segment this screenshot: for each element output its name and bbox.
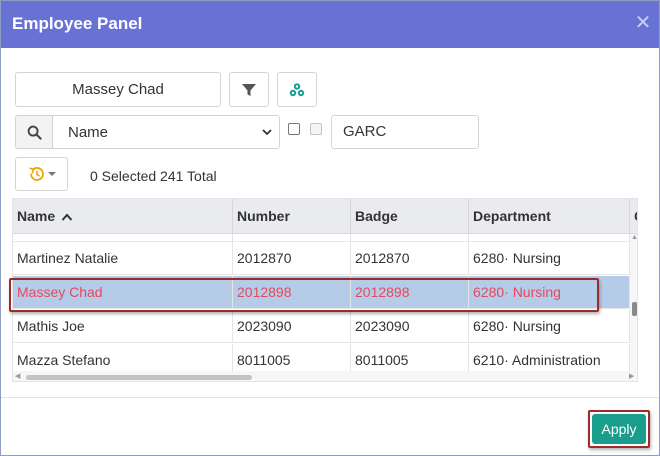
dialog-title: Employee Panel: [12, 14, 143, 33]
cell-number: 2012870: [233, 242, 351, 275]
cell-badge: 8011005: [351, 344, 469, 377]
search-input[interactable]: GARC: [331, 115, 479, 149]
column-header-name[interactable]: Name: [13, 199, 233, 234]
table-row[interactable]: Martinez Natalie 2012870 2012870 6280· N…: [13, 242, 637, 275]
org-chart-button[interactable]: [277, 72, 317, 107]
option-checkbox-1[interactable]: [288, 123, 300, 135]
grid-header: Name Number Badge Department C: [13, 199, 637, 234]
org-chart-icon: [289, 82, 305, 96]
caret-down-icon: [47, 172, 56, 176]
chevron-down-icon: [262, 129, 272, 136]
cell-name: Martinez Natalie: [13, 242, 233, 275]
employee-grid: Name Number Badge Department C Martinez …: [12, 198, 638, 382]
table-row[interactable]: Mazza Stefano 8011005 8011005 6210· Admi…: [13, 344, 637, 377]
search-icon: [27, 125, 42, 140]
selection-summary: 0 Selected 241 Total: [90, 168, 217, 184]
column-header-more[interactable]: C: [630, 199, 637, 234]
horizontal-scrollbar[interactable]: ◀ ▶: [13, 371, 637, 381]
cell-department: 6280· Nursing: [469, 242, 630, 275]
cell-department: [469, 234, 630, 242]
scroll-up-icon[interactable]: ▲: [631, 234, 638, 241]
apply-button[interactable]: Apply: [592, 414, 646, 444]
column-header-badge[interactable]: Badge: [351, 199, 469, 234]
search-field-select[interactable]: Name: [52, 115, 280, 149]
cell-department: 6280· Nursing: [469, 310, 630, 343]
search-button[interactable]: [15, 115, 53, 149]
cell-department: 6280· Nursing: [469, 276, 630, 309]
employee-name-field[interactable]: Massey Chad: [15, 72, 221, 107]
column-header-department[interactable]: Department: [469, 199, 630, 234]
footer-divider: [1, 397, 659, 398]
cell-badge: 2012898: [351, 276, 469, 309]
row-callout-highlight: [9, 278, 599, 312]
cell-name: Massey Chad: [13, 276, 233, 309]
cell-name: [13, 234, 233, 242]
option-checkbox-2[interactable]: [310, 123, 322, 135]
vertical-scrollbar[interactable]: ▲: [630, 234, 638, 372]
cell-number: [233, 234, 351, 242]
cell-name: Mazza Stefano: [13, 344, 233, 377]
column-header-label: Name: [17, 208, 56, 224]
history-dropdown-button[interactable]: [15, 157, 68, 191]
cell-number: 2023090: [233, 310, 351, 343]
cell-badge: [351, 234, 469, 242]
cell-department: 6210· Administration: [469, 344, 630, 377]
horizontal-scroll-thumb[interactable]: [26, 375, 252, 380]
table-row-selected[interactable]: Massey Chad 2012898 2012898 6280· Nursin…: [13, 276, 637, 309]
apply-callout-highlight: Apply: [588, 410, 650, 448]
title-bar: Employee Panel ✕: [1, 1, 659, 48]
cell-number: 8011005: [233, 344, 351, 377]
table-row-partial[interactable]: [13, 234, 630, 242]
vertical-scroll-thumb[interactable]: [632, 302, 637, 316]
cell-number: 2012898: [233, 276, 351, 309]
column-header-number[interactable]: Number: [233, 199, 351, 234]
scroll-right-icon[interactable]: ▶: [629, 373, 635, 380]
scroll-left-icon[interactable]: ◀: [15, 373, 21, 380]
cell-badge: 2012870: [351, 242, 469, 275]
history-icon: [28, 167, 44, 181]
table-row[interactable]: Mathis Joe 2023090 2023090 6280· Nursing…: [13, 310, 637, 343]
cell-name: Mathis Joe: [13, 310, 233, 343]
cell-badge: 2023090: [351, 310, 469, 343]
sort-ascending-icon: [61, 213, 73, 221]
search-field-value: Name: [68, 124, 109, 141]
filter-button[interactable]: [229, 72, 269, 107]
filter-icon: [242, 83, 256, 96]
close-icon[interactable]: ✕: [634, 12, 652, 34]
